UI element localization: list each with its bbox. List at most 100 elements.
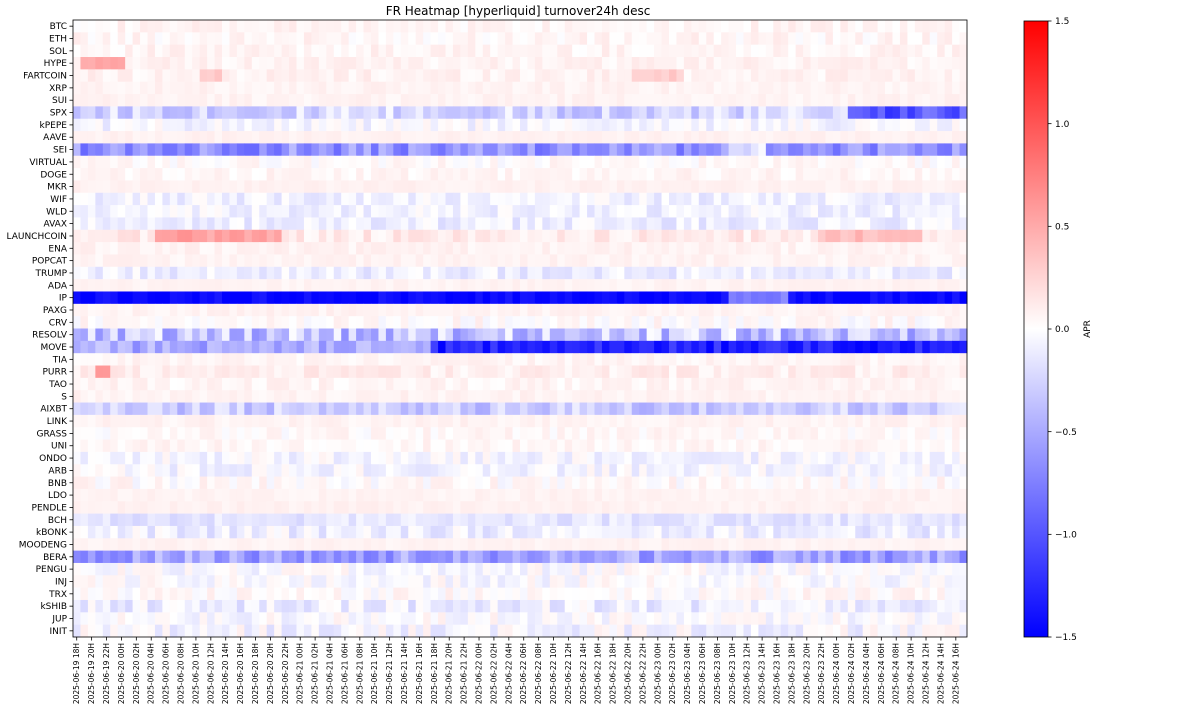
heatmap-cell	[423, 365, 431, 379]
heatmap-cell	[773, 439, 782, 453]
heatmap-cell	[631, 365, 640, 379]
heatmap-cell	[616, 402, 625, 416]
heatmap-cell	[616, 513, 625, 527]
heatmap-cell	[430, 353, 439, 366]
heatmap-cell	[572, 168, 580, 181]
heatmap-cell	[311, 513, 320, 527]
heatmap-cell	[706, 451, 715, 465]
heatmap-cell	[527, 464, 536, 477]
heatmap-cell	[452, 131, 461, 144]
heatmap-cell	[73, 20, 81, 33]
heatmap-cell	[937, 451, 946, 465]
heatmap-cell	[117, 143, 126, 157]
heatmap-cell	[289, 81, 297, 95]
heatmap-cell	[616, 205, 625, 218]
heatmap-cell	[601, 131, 610, 144]
heatmap-cell	[348, 168, 357, 181]
heatmap-cell	[296, 168, 305, 181]
heatmap-cell	[929, 106, 938, 120]
heatmap-cell	[475, 266, 484, 280]
heatmap-cell	[683, 427, 692, 440]
heatmap-cell	[371, 291, 379, 305]
heatmap-cell	[110, 254, 119, 268]
heatmap-cell	[169, 476, 178, 490]
heatmap-cell	[892, 488, 901, 502]
heatmap-cell	[184, 131, 193, 144]
heatmap-cell	[520, 328, 528, 342]
heatmap-cell	[497, 427, 506, 440]
heatmap-cell	[750, 476, 759, 490]
heatmap-cell	[475, 328, 484, 342]
heatmap-cell	[192, 414, 201, 428]
heatmap-cell	[534, 180, 543, 194]
heatmap-cell	[296, 414, 305, 428]
heatmap-cell	[587, 168, 595, 181]
heatmap-cell	[959, 131, 968, 144]
heatmap-cell	[400, 217, 409, 231]
heatmap-cell	[758, 451, 767, 465]
heatmap-cell	[385, 316, 394, 329]
heatmap-cell	[870, 143, 878, 157]
heatmap-cell	[736, 377, 744, 391]
heatmap-cell	[296, 266, 305, 280]
heatmap-cell	[937, 279, 946, 292]
heatmap-cell	[102, 143, 111, 157]
heatmap-cell	[907, 44, 916, 58]
heatmap-cell	[661, 44, 670, 58]
heatmap-cell	[520, 20, 528, 33]
heatmap-cell	[110, 476, 119, 490]
heatmap-cell	[333, 81, 342, 95]
heatmap-cell	[870, 106, 878, 120]
heatmap-cell	[415, 353, 424, 366]
heatmap-cell	[758, 192, 767, 206]
heatmap-cell	[557, 106, 566, 120]
heatmap-cell	[378, 328, 387, 342]
heatmap-cell	[438, 94, 446, 107]
heatmap-cell	[460, 118, 469, 132]
heatmap-cell	[460, 217, 469, 231]
heatmap-cell	[534, 81, 543, 95]
heatmap-cell	[780, 94, 789, 107]
heatmap-cell	[788, 143, 797, 157]
heatmap-cell	[810, 266, 819, 280]
heatmap-cell	[855, 81, 864, 95]
heatmap-cell	[102, 476, 111, 490]
heatmap-cell	[408, 451, 417, 465]
heatmap-cell	[572, 451, 580, 465]
heatmap-cell	[721, 155, 729, 169]
heatmap-cell	[728, 414, 737, 428]
heatmap-cell	[698, 279, 707, 292]
heatmap-cell	[348, 254, 357, 268]
heatmap-cell	[847, 131, 856, 144]
heatmap-cell	[877, 439, 886, 453]
heatmap-cell	[885, 192, 893, 206]
heatmap-cell	[274, 316, 282, 329]
heatmap-cell	[274, 439, 282, 453]
heatmap-cell	[125, 131, 133, 144]
heatmap-cell	[579, 414, 588, 428]
heatmap-cell	[542, 155, 551, 169]
heatmap-cell	[222, 316, 230, 329]
heatmap-cell	[907, 279, 916, 292]
heatmap-cell	[706, 390, 715, 403]
heatmap-cell	[698, 254, 707, 268]
heatmap-cell	[616, 328, 625, 342]
heatmap-cell	[721, 451, 729, 465]
heatmap-cell	[348, 439, 357, 453]
heatmap-cell	[497, 501, 506, 514]
heatmap-cell	[885, 340, 893, 354]
heatmap-cell	[616, 254, 625, 268]
heatmap-cell	[438, 291, 446, 305]
heatmap-cell	[750, 513, 759, 527]
heatmap-cell	[579, 118, 588, 132]
heatmap-cell	[773, 254, 782, 268]
heatmap-cell	[460, 131, 469, 144]
heatmap-cell	[646, 143, 655, 157]
heatmap-cell	[601, 180, 610, 194]
heatmap-cell	[542, 217, 551, 231]
heatmap-cell	[676, 291, 685, 305]
heatmap-cell	[154, 353, 163, 366]
heatmap-cell	[952, 501, 960, 514]
heatmap-cell	[87, 57, 96, 70]
heatmap-cell	[758, 402, 767, 416]
